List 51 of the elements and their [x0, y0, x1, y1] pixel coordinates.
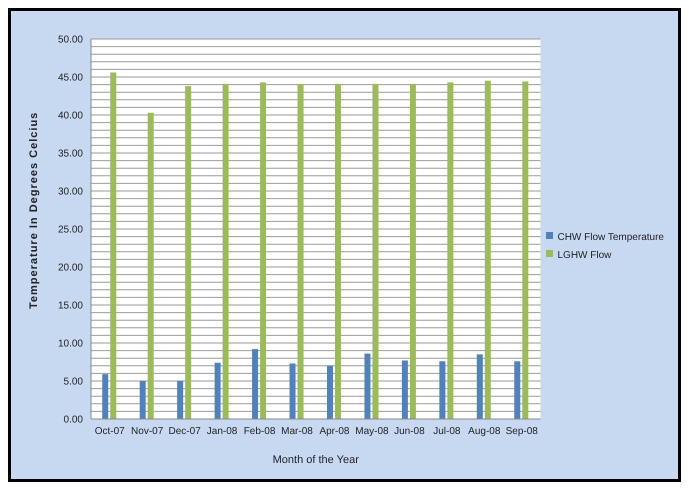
y-tick-label: 45.00: [58, 72, 84, 84]
y-tick-label: 15.00: [58, 300, 84, 312]
x-tick-label: May-08: [355, 426, 390, 438]
bar: [148, 112, 154, 419]
y-tick-label: 25.00: [58, 224, 84, 236]
x-tick-label: Jul-08: [433, 426, 461, 438]
x-tick-label: Aug-08: [468, 426, 501, 438]
bar: [214, 362, 221, 419]
bar: [290, 364, 296, 419]
x-tick-label: Oct-07: [94, 426, 126, 438]
y-tick-label: 50.00: [58, 34, 84, 46]
legend-label: LGHW Flow: [557, 250, 612, 261]
bar: [514, 361, 520, 419]
bar: [402, 360, 408, 419]
bar: [522, 82, 528, 419]
bar: [334, 84, 341, 419]
y-tick-label: 0.00: [64, 414, 84, 426]
bar: [484, 80, 491, 419]
y-tick-label: 5.00: [64, 376, 84, 388]
x-tick-label: Mar-08: [281, 426, 314, 438]
bar: [476, 354, 483, 419]
bar: [326, 366, 333, 419]
x-tick-label: Feb-08: [244, 426, 276, 438]
x-tick-label: Sep-08: [506, 426, 538, 438]
bar: [298, 84, 304, 419]
bar: [177, 381, 184, 419]
x-tick-label: Jun-08: [394, 426, 426, 438]
x-tick-label: Dec-07: [168, 426, 202, 438]
y-axis-title: Temperature In Degrees Celcius: [28, 112, 40, 309]
x-tick-label: Jan-08: [206, 426, 238, 438]
legend-label: CHW Flow Temperature: [557, 232, 664, 243]
bar: [252, 349, 258, 419]
bar: [110, 72, 116, 419]
bar: [140, 381, 146, 419]
y-tick-label: 40.00: [58, 110, 84, 122]
bar: [364, 354, 370, 419]
bar: [260, 82, 266, 419]
bar: [410, 84, 416, 419]
x-axis-title: Month of the Year: [272, 454, 360, 466]
bar: [372, 84, 378, 419]
y-tick-label: 10.00: [58, 338, 84, 350]
bar: [439, 361, 446, 419]
x-tick-label: Nov-07: [131, 426, 164, 438]
bar: [185, 86, 192, 419]
bar: [222, 84, 229, 419]
bar: [102, 374, 108, 419]
y-tick-label: 35.00: [58, 148, 84, 160]
bar: [447, 82, 454, 419]
x-tick-label: Apr-08: [319, 426, 350, 438]
y-tick-label: 20.00: [58, 262, 84, 274]
y-tick-label: 30.00: [58, 186, 84, 198]
